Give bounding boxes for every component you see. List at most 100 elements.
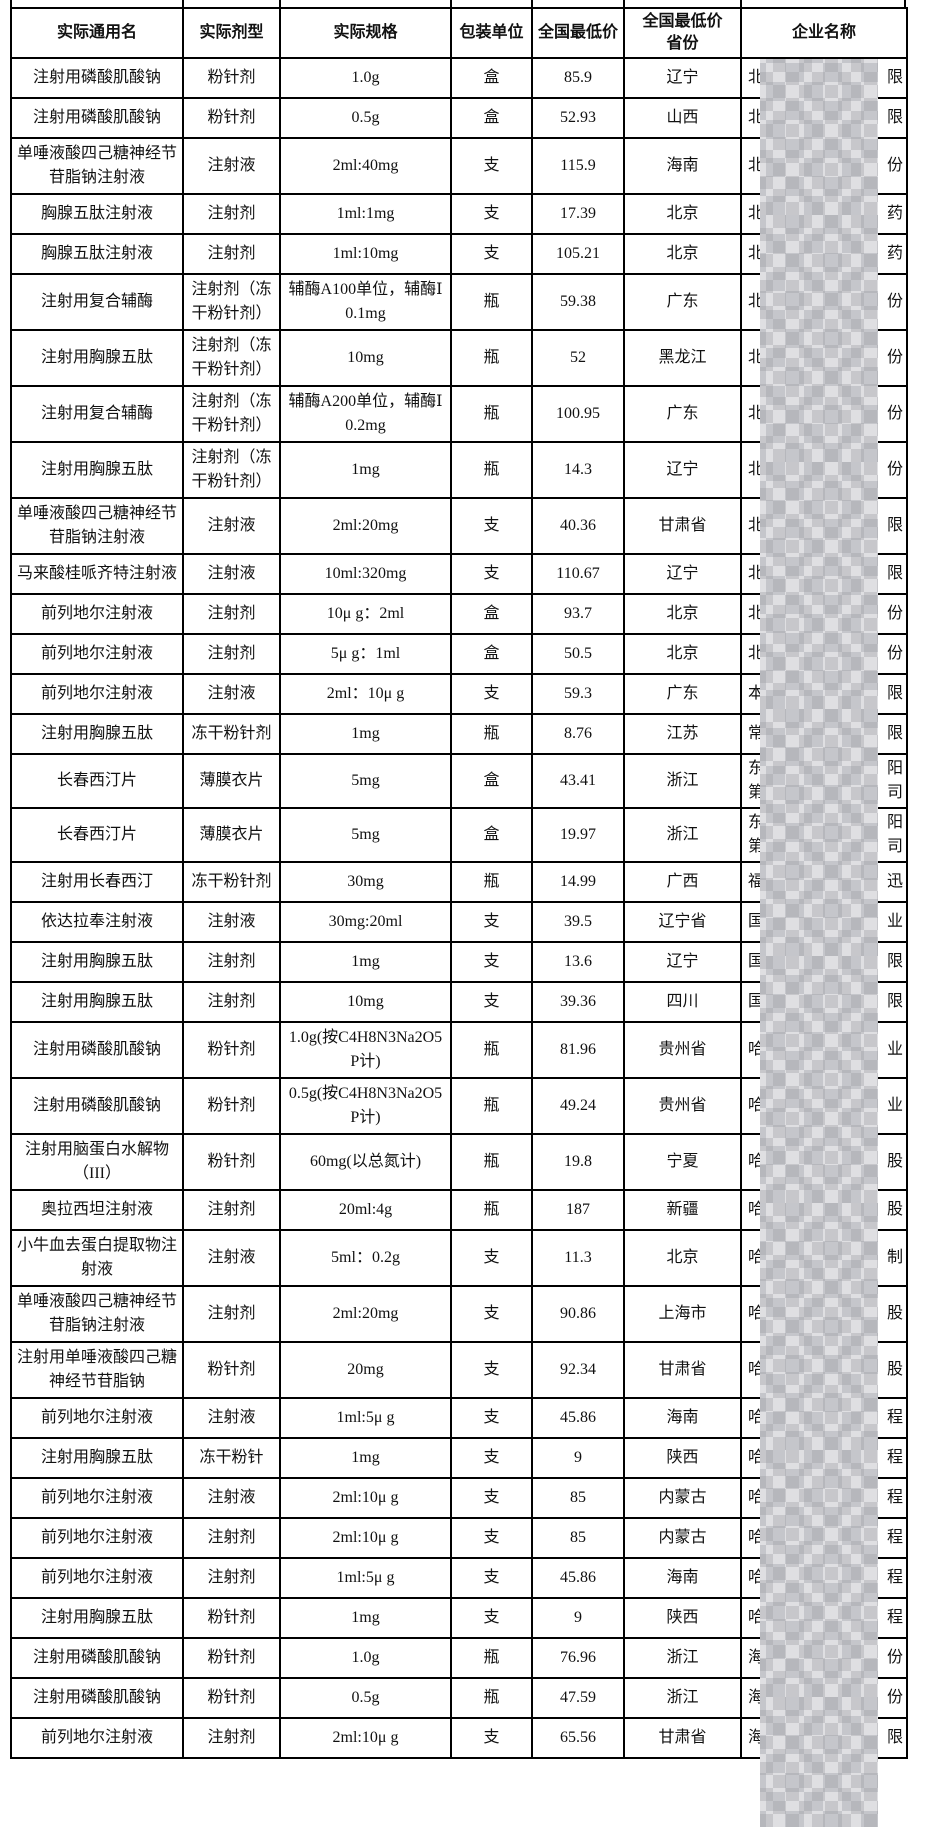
column-header-spec: 实际规格	[279, 7, 452, 59]
company-right-char: 药	[886, 245, 903, 262]
company-right-char: 份	[886, 405, 903, 422]
company-right-char: 份	[886, 461, 903, 478]
cell-dosage-form: 注射液	[182, 553, 281, 595]
cell-dosage-form: 注射剂	[182, 593, 281, 635]
cell-package-unit: 盒	[450, 593, 533, 635]
company-right-char: 份	[886, 1689, 903, 1706]
cell-lowest-price: 8.76	[531, 713, 625, 755]
company-right-char: 程	[886, 1569, 903, 1586]
company-right-char: 限	[886, 725, 903, 742]
cell-province: 广西	[623, 861, 742, 903]
cell-spec: 2ml:20mg	[279, 497, 452, 555]
cell-dosage-form: 注射剂（冻干粉针剂）	[182, 273, 281, 331]
cell-province: 内蒙古	[623, 1477, 742, 1519]
cell-lowest-price: 19.97	[531, 807, 625, 863]
company-right-char: 阳	[886, 814, 903, 831]
cell-generic-name: 前列地尔注射液	[10, 1477, 184, 1519]
cell-province: 辽宁	[623, 57, 742, 99]
cell-province: 广东	[623, 273, 742, 331]
company-right-char: 份	[886, 1649, 903, 1666]
cell-spec: 5mg	[279, 807, 452, 863]
company-right-char: 程	[886, 1609, 903, 1626]
cell-dosage-form: 冻干粉针剂	[182, 713, 281, 755]
cropped-cell	[531, 0, 623, 7]
cell-lowest-price: 52.93	[531, 97, 625, 139]
cell-spec: 2ml：10μ g	[279, 673, 452, 715]
cell-lowest-price: 105.21	[531, 233, 625, 275]
cell-generic-name: 注射用胸腺五肽	[10, 941, 184, 983]
cell-lowest-price: 100.95	[531, 385, 625, 443]
cell-province: 北京	[623, 1229, 742, 1287]
cell-province: 内蒙古	[623, 1517, 742, 1559]
cell-dosage-form: 注射液	[182, 1397, 281, 1439]
cell-dosage-form: 冻干粉针剂	[182, 861, 281, 903]
cell-lowest-price: 45.86	[531, 1557, 625, 1599]
column-header-generic-name: 实际通用名	[10, 7, 184, 59]
company-right-char: 业	[886, 913, 903, 930]
cell-dosage-form: 粉针剂	[182, 1133, 281, 1191]
cell-generic-name: 注射用磷酸肌酸钠	[10, 1677, 184, 1719]
column-header-lowest-price: 全国最低价	[531, 7, 625, 59]
drug-price-table: 实际通用名 实际剂型 实际规格 包装单位 全国最低价 全国最低价 省份 企业名称…	[10, 7, 908, 1759]
cell-generic-name: 长春西汀片	[10, 807, 184, 863]
cell-dosage-form: 注射剂	[182, 1189, 281, 1231]
company-right-char: 限	[886, 953, 903, 970]
cell-generic-name: 前列地尔注射液	[10, 1557, 184, 1599]
cell-package-unit: 支	[450, 981, 533, 1023]
cropped-cell	[182, 0, 279, 7]
cell-package-unit: 瓶	[450, 1077, 533, 1135]
cell-dosage-form: 粉针剂	[182, 1021, 281, 1079]
cell-dosage-form: 注射液	[182, 901, 281, 943]
table-row: 注射用胸腺五肽 冻干粉针 1mg 支 9 陕西哈程	[10, 1437, 908, 1479]
cell-package-unit: 瓶	[450, 1189, 533, 1231]
cell-package-unit: 瓶	[450, 1677, 533, 1719]
cell-dosage-form: 注射剂	[182, 1285, 281, 1343]
cell-generic-name: 单唾液酸四己糖神经节苷脂钠注射液	[10, 497, 184, 555]
cell-province: 浙江	[623, 753, 742, 809]
cell-province: 四川	[623, 981, 742, 1023]
company-right-char: 阳	[886, 760, 903, 777]
cell-lowest-price: 65.56	[531, 1717, 625, 1759]
cell-dosage-form: 冻干粉针	[182, 1437, 281, 1479]
cell-province: 辽宁	[623, 941, 742, 983]
table-row: 单唾液酸四己糖神经节苷脂钠注射液 注射剂 2ml:20mg 支 90.86 上海市哈股	[10, 1285, 908, 1343]
cell-generic-name: 单唾液酸四己糖神经节苷脂钠注射液	[10, 137, 184, 195]
cell-package-unit: 盒	[450, 633, 533, 675]
cell-spec: 0.5g	[279, 97, 452, 139]
cell-lowest-price: 50.5	[531, 633, 625, 675]
cell-generic-name: 注射用胸腺五肽	[10, 713, 184, 755]
cell-spec: 1.0g(按C4H8N3Na2O5P计)	[279, 1021, 452, 1079]
cell-lowest-price: 85	[531, 1477, 625, 1519]
cell-dosage-form: 注射液	[182, 137, 281, 195]
cell-lowest-price: 49.24	[531, 1077, 625, 1135]
cell-generic-name: 注射用单唾液酸四己糖神经节苷脂钠	[10, 1341, 184, 1399]
cell-generic-name: 注射用长春西汀	[10, 861, 184, 903]
cell-package-unit: 支	[450, 673, 533, 715]
table-row: 注射用长春西汀 冻干粉针剂 30mg 瓶 14.99 广西福迅	[10, 861, 908, 903]
table-body: 注射用磷酸肌酸钠 粉针剂 1.0g 盒 85.9 辽宁北限注射用磷酸肌酸钠 粉针剂 0.5g 盒…	[10, 57, 908, 1759]
cell-dosage-form: 粉针剂	[182, 97, 281, 139]
company-right-char: 限	[886, 993, 903, 1010]
table-header: 实际通用名 实际剂型 实际规格 包装单位 全国最低价 全国最低价 省份 企业名称	[10, 7, 908, 59]
cell-spec: 1mg	[279, 941, 452, 983]
cell-lowest-price: 40.36	[531, 497, 625, 555]
cell-lowest-price: 115.9	[531, 137, 625, 195]
header-row: 实际通用名 实际剂型 实际规格 包装单位 全国最低价 全国最低价 省份 企业名称	[10, 7, 908, 59]
cell-province: 上海市	[623, 1285, 742, 1343]
cell-generic-name: 注射用磷酸肌酸钠	[10, 1021, 184, 1079]
cell-dosage-form: 注射液	[182, 1477, 281, 1519]
cell-province: 海南	[623, 1557, 742, 1599]
table-row: 胸腺五肽注射液 注射剂 1ml:10mg 支 105.21 北京北药	[10, 233, 908, 275]
cell-lowest-price: 14.99	[531, 861, 625, 903]
company-right-char: 限	[886, 517, 903, 534]
cell-province: 甘肃省	[623, 497, 742, 555]
cell-spec: 1mg	[279, 713, 452, 755]
cell-province: 北京	[623, 633, 742, 675]
cell-spec: 5ml：0.2g	[279, 1229, 452, 1287]
cell-spec: 1mg	[279, 1597, 452, 1639]
cell-lowest-price: 81.96	[531, 1021, 625, 1079]
company-right-char: 份	[886, 605, 903, 622]
cell-spec: 1ml:5μ g	[279, 1397, 452, 1439]
cropped-cell	[740, 0, 906, 7]
cell-package-unit: 支	[450, 901, 533, 943]
